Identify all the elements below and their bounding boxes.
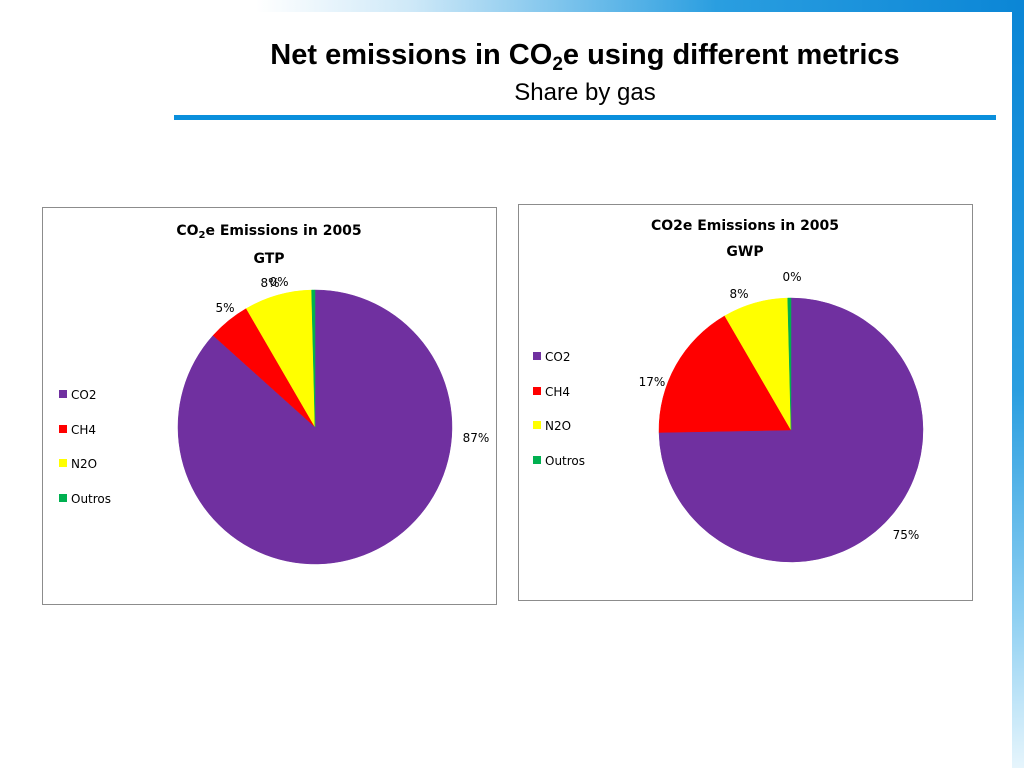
gwp-label-co2: 75% [892,528,920,542]
top-gradient-bar [0,0,1024,12]
gtp-label-outros: 0% [269,275,289,289]
legend-swatch-n2o [533,421,541,429]
legend-item-co2: CO2 [533,350,570,364]
gtp-chart-subtitle: GTP [253,251,285,267]
gtp-chart-title: CO2e Emissions in 2005 [176,223,362,241]
legend-swatch-ch4 [533,387,541,395]
gwp-label-n2o: 8% [729,287,749,301]
gwp-slice-co2 [658,297,924,563]
legend-swatch-n2o [59,459,67,467]
legend-item-co2: CO2 [59,388,96,402]
gtp-label-ch4: 5% [215,301,235,315]
legend-swatch-co2 [533,352,541,360]
legend-swatch-outros [59,494,67,502]
gtp-pie-svg [177,289,453,565]
gwp-chart-subtitle: GWP [726,244,764,260]
legend-label: N2O [71,457,98,471]
slide-subtitle: Share by gas [514,79,656,106]
slide-title: Net emissions in CO2e using different me… [270,39,900,75]
legend-swatch-ch4 [59,425,67,433]
gwp-slice-outros [787,297,792,431]
legend-label: CH4 [71,423,97,437]
gtp-chart-panel: CO2e Emissions in 2005 GTP 0% 8% 5% 87% … [42,207,497,605]
legend-label: Outros [71,492,112,506]
gwp-label-outros: 0% [782,270,802,284]
right-gradient-bar [1012,12,1024,768]
legend-label: CO2 [71,388,97,402]
gwp-label-ch4: 17% [638,375,666,389]
gwp-pie-svg [658,297,924,563]
legend-item-ch4: CH4 [59,423,96,437]
gwp-slice-ch4 [658,315,792,433]
legend-label: Outros [545,454,586,468]
legend-item-n2o: N2O [59,457,97,471]
legend-item-outros: Outros [59,492,111,506]
legend-item-n2o: N2O [533,419,571,433]
legend-swatch-outros [533,456,541,464]
gtp-label-n2o: 8% [260,276,280,290]
gwp-chart-title: CO2e Emissions in 2005 [650,218,840,234]
title-underline [174,115,996,120]
legend-label: N2O [545,419,572,433]
gtp-label-co2: 87% [462,431,490,445]
gwp-chart-panel: CO2e Emissions in 2005 GWP 0% 8% 17% 75%… [518,204,973,601]
legend-item-outros: Outros [533,454,585,468]
legend-label: CO2 [545,350,571,364]
gtp-slice-outros [311,289,316,428]
legend-label: CH4 [545,385,571,399]
legend-item-ch4: CH4 [533,385,570,399]
legend-swatch-co2 [59,390,67,398]
